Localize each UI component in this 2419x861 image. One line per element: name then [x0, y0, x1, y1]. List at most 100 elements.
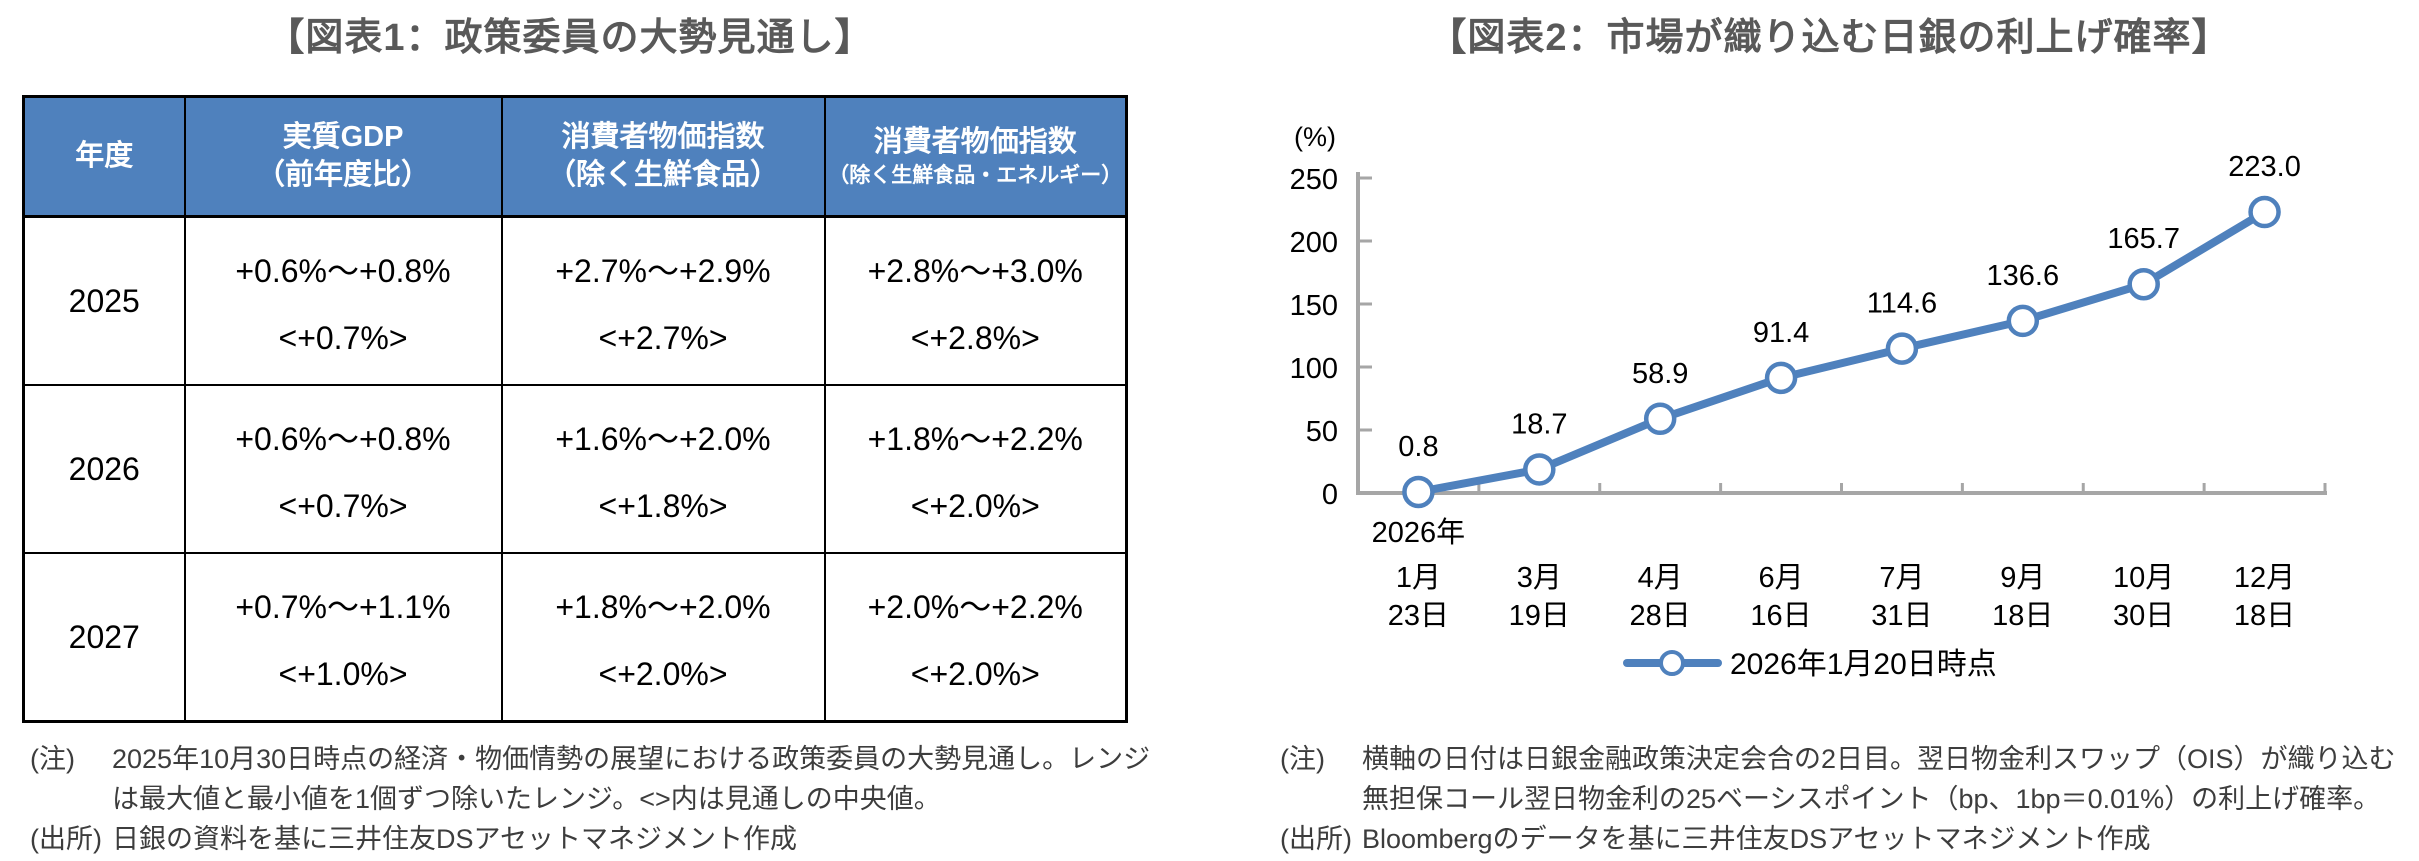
y-tick-label: 150 — [1290, 290, 1338, 322]
x-tick-label-month: 1月 — [1396, 562, 1441, 594]
cell-range: +2.7%～+2.9% — [555, 252, 771, 289]
col-header-core-cpi-line2: （除く生鮮食品・エネルギー） — [828, 163, 1123, 187]
data-point-label: 18.7 — [1511, 408, 1567, 440]
cell-median: <+2.7%> — [598, 319, 728, 356]
core-cpi-cell: +2.8%～+3.0% <+2.8%> — [823, 215, 1128, 386]
y-tick-label: 250 — [1290, 164, 1338, 196]
x-tick-label-month: 3月 — [1517, 562, 1562, 594]
data-point-label: 165.7 — [2107, 223, 2180, 255]
data-point-marker — [1402, 475, 1435, 509]
legend-series-label: 2026年1月20日時点 — [1730, 648, 1997, 681]
cell-range: +0.7%～+1.1% — [235, 588, 451, 625]
year-cell: 2027 — [22, 552, 186, 723]
source-text: 日銀の資料を基に三井住友DSアセットマネジメント作成 — [112, 824, 797, 854]
cell-range: +2.0%～+2.2% — [867, 588, 1083, 625]
x-tick-label-month: 4月 — [1638, 562, 1683, 594]
data-point-marker — [1885, 332, 1919, 365]
core-cpi-cell: +1.8%～+2.2% <+2.0%> — [823, 384, 1128, 554]
x-tick-label-day: 30日 — [2113, 600, 2174, 632]
gdp-cell: +0.7%～+1.1% <+1.0%> — [183, 552, 503, 723]
x-tick-label-day: 18日 — [2234, 600, 2295, 632]
cell-median: <+2.0%> — [598, 655, 728, 692]
outlook-table: 年度 実質GDP （前年度比） 消費者物価指数 （除く生鮮食品） 消費者物価指数… — [22, 95, 1128, 723]
x-tick-label-month: 9月 — [2000, 562, 2045, 594]
table-row-2027: 2027 +0.7%～+1.1% <+1.0%> +1.8%～+2.0% <+2… — [22, 552, 1128, 723]
data-point-marker — [2248, 195, 2281, 229]
note-text: 2025年10月30日時点の経済・物価情勢の展望における政策委員の大勢見通し。レ… — [112, 744, 1151, 814]
figure2-title: 【図表2：市場が織り込む日銀の利上げ確率】 — [1428, 17, 2231, 59]
data-point-marker — [2127, 267, 2160, 301]
legend-marker-sample — [1659, 650, 1685, 676]
x-tick-label-day: 23日 — [1388, 600, 1449, 632]
cell-median: <+1.0%> — [278, 655, 408, 692]
figure2-panel: 【図表2：市場が織り込む日銀の利上げ確率】 (%) 0 50 100 150 200 250… — [1210, 0, 2419, 861]
year-cell: 2026 — [22, 384, 186, 554]
cell-range: +0.6%～+0.8% — [235, 252, 451, 289]
figure1-title: 【図表1：政策委員の大勢見通し】 — [266, 17, 874, 59]
col-header-cpi-line1: 消費者物価指数 — [561, 120, 765, 153]
figure2-note-row: (注) 横軸の日付は日銀金融政策決定会合の2日目。翌日物金利スワップ（OIS）が… — [1280, 739, 2415, 819]
x-tick-label-day: 18日 — [1992, 600, 2053, 632]
x-tick-label-day: 16日 — [1750, 600, 1811, 632]
y-tick-label: 200 — [1290, 227, 1338, 259]
table-row-2025: 2025 +0.6%～+0.8% <+0.7%> +2.7%～+2.9% <+2… — [22, 215, 1128, 386]
y-tick-label: 100 — [1290, 353, 1338, 385]
figure1-panel: 【図表1：政策委員の大勢見通し】 年度 実質GDP （前年度比） 消費者物価指数… — [22, 17, 1175, 859]
cell-range: +2.8%～+3.0% — [867, 252, 1083, 289]
cell-range: +0.6%～+0.8% — [235, 420, 451, 457]
col-header-gdp-line2: （前年度比） — [255, 158, 430, 191]
table-row-2026: 2026 +0.6%～+0.8% <+0.7%> +1.6%～+2.0% <+1… — [22, 384, 1128, 554]
data-point-marker — [2006, 304, 2040, 338]
figure1-source-row: (出所) 日銀の資料を基に三井住友DSアセットマネジメント作成 — [30, 819, 1175, 859]
series-line — [1414, 208, 2269, 496]
figure2-notes: (注) 横軸の日付は日銀金融政策決定会合の2日目。翌日物金利スワップ（OIS）が… — [1280, 739, 2415, 859]
cell-median: <+2.8%> — [910, 319, 1040, 356]
col-header-core-cpi: 消費者物価指数 （除く生鮮食品・エネルギー） — [823, 95, 1128, 218]
cell-range: +1.8%～+2.0% — [555, 588, 771, 625]
x-tick-label-month: 12月 — [2234, 562, 2295, 594]
y-tick-label: 0 — [1322, 479, 1338, 511]
cell-median: <+0.7%> — [278, 487, 408, 524]
figure1-note-row: (注) 2025年10月30日時点の経済・物価情勢の展望における政策委員の大勢見… — [30, 739, 1175, 819]
x-tick-label-day: 19日 — [1509, 600, 1570, 632]
source-label: (出所) — [1280, 824, 1352, 854]
note-text: 横軸の日付は日銀金融政策決定会合の2日目。翌日物金利スワップ（OIS）が織り込む… — [1362, 744, 2396, 814]
cpi-cell: +1.8%～+2.0% <+2.0%> — [500, 552, 826, 723]
cell-range: +1.8%～+2.2% — [867, 420, 1083, 457]
col-header-year: 年度 — [22, 95, 186, 218]
data-point-marker — [1523, 453, 1556, 486]
year-cell: 2025 — [22, 215, 186, 386]
y-axis-unit-label: (%) — [1294, 122, 1336, 152]
rate-probability-line-chart: (%) 0 50 100 150 200 250 0.8 18.7 58.9 91.4 114.6 13… — [1290, 122, 2327, 681]
x-tick-label-month: 7月 — [1879, 562, 1924, 594]
note-label: (注) — [30, 744, 75, 774]
x-tick-label-day: 31日 — [1871, 600, 1932, 632]
gdp-cell: +0.6%～+0.8% <+0.7%> — [183, 384, 503, 554]
cell-median: <+0.7%> — [278, 319, 408, 356]
data-point-marker — [1643, 402, 1677, 436]
source-label: (出所) — [30, 824, 102, 854]
figure1-notes: (注) 2025年10月30日時点の経済・物価情勢の展望における政策委員の大勢見… — [30, 739, 1175, 859]
x-tick-label-day: 28日 — [1630, 600, 1691, 632]
data-point-label: 0.8 — [1398, 431, 1438, 463]
col-header-gdp: 実質GDP （前年度比） — [183, 95, 503, 218]
cpi-cell: +2.7%～+2.9% <+2.7%> — [500, 215, 826, 386]
data-point-marker — [1764, 361, 1798, 395]
data-point-label: 223.0 — [2228, 151, 2301, 183]
cell-median: <+2.0%> — [910, 655, 1040, 692]
data-point-label: 114.6 — [1867, 288, 1937, 320]
x-axis-year-prefix: 2026年 — [1372, 516, 1466, 549]
col-header-core-cpi-line1: 消費者物価指数 — [873, 126, 1077, 158]
col-header-cpi: 消費者物価指数 （除く生鮮食品） — [500, 95, 826, 218]
col-header-cpi-line2: （除く生鮮食品） — [546, 158, 779, 191]
note-label: (注) — [1280, 744, 1325, 774]
y-tick-label: 50 — [1306, 416, 1338, 448]
x-tick-label-month: 6月 — [1758, 562, 1803, 594]
cpi-cell: +1.6%～+2.0% <+1.8%> — [500, 384, 826, 554]
table-header-row: 年度 実質GDP （前年度比） 消費者物価指数 （除く生鮮食品） 消費者物価指数… — [22, 95, 1128, 218]
gdp-cell: +0.6%～+0.8% <+0.7%> — [183, 215, 503, 386]
core-cpi-cell: +2.0%～+2.2% <+2.0%> — [823, 552, 1128, 723]
data-point-label: 136.6 — [1987, 260, 2060, 292]
cell-range: +1.6%～+2.0% — [555, 420, 771, 457]
cell-median: <+2.0%> — [910, 487, 1040, 524]
